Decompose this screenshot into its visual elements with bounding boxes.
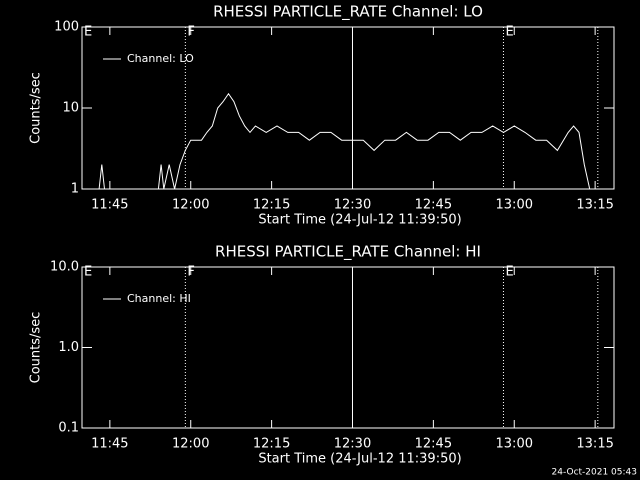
chart-title: RHESSI PARTICLE_RATE Channel: LO bbox=[213, 3, 483, 22]
chart-title: RHESSI PARTICLE_RATE Channel: HI bbox=[215, 243, 481, 262]
x-tick-label: 13:00 bbox=[496, 198, 533, 213]
y-tick-label: 100 bbox=[54, 20, 79, 35]
y-axis-title: Counts/sec bbox=[29, 312, 44, 384]
time-marker-label: F bbox=[187, 25, 194, 40]
y-tick-label: 10.0 bbox=[50, 260, 79, 275]
time-marker-label: E bbox=[84, 265, 92, 280]
y-tick-label: 0.1 bbox=[58, 421, 79, 436]
y-axis-title: Counts/sec bbox=[29, 72, 44, 144]
time-marker-label: E bbox=[84, 25, 92, 40]
x-tick-label: 13:00 bbox=[496, 437, 533, 452]
legend-label: Channel: LO bbox=[127, 52, 194, 65]
x-tick-label: 13:15 bbox=[576, 198, 613, 213]
x-tick-label: 12:30 bbox=[334, 198, 371, 213]
x-tick-label: 12:45 bbox=[415, 198, 452, 213]
time-marker-label: E bbox=[505, 25, 513, 40]
x-axis-title: Start Time (24-Jul-12 11:39:50) bbox=[258, 452, 461, 467]
x-tick-label: 12:30 bbox=[334, 437, 371, 452]
x-tick-label: 12:45 bbox=[415, 437, 452, 452]
time-marker-label: F bbox=[187, 265, 194, 280]
x-tick-label: 11:45 bbox=[91, 198, 128, 213]
x-axis-title: Start Time (24-Jul-12 11:39:50) bbox=[258, 213, 461, 228]
x-tick-label: 12:00 bbox=[172, 198, 209, 213]
x-tick-label: 12:15 bbox=[253, 198, 290, 213]
y-tick-label: 1 bbox=[71, 182, 79, 197]
data-line bbox=[98, 92, 596, 190]
x-tick-label: 12:00 bbox=[172, 437, 209, 452]
x-tick-label: 11:45 bbox=[91, 437, 128, 452]
y-tick-label: 10 bbox=[62, 101, 79, 116]
time-marker-label: E bbox=[505, 265, 513, 280]
footer-date: 24-Oct-2021 05:43 bbox=[552, 468, 637, 478]
y-tick-label: 1.0 bbox=[58, 340, 79, 355]
legend-label: Channel: HI bbox=[127, 292, 191, 305]
x-tick-label: 12:15 bbox=[253, 437, 290, 452]
x-tick-label: 13:15 bbox=[576, 437, 613, 452]
